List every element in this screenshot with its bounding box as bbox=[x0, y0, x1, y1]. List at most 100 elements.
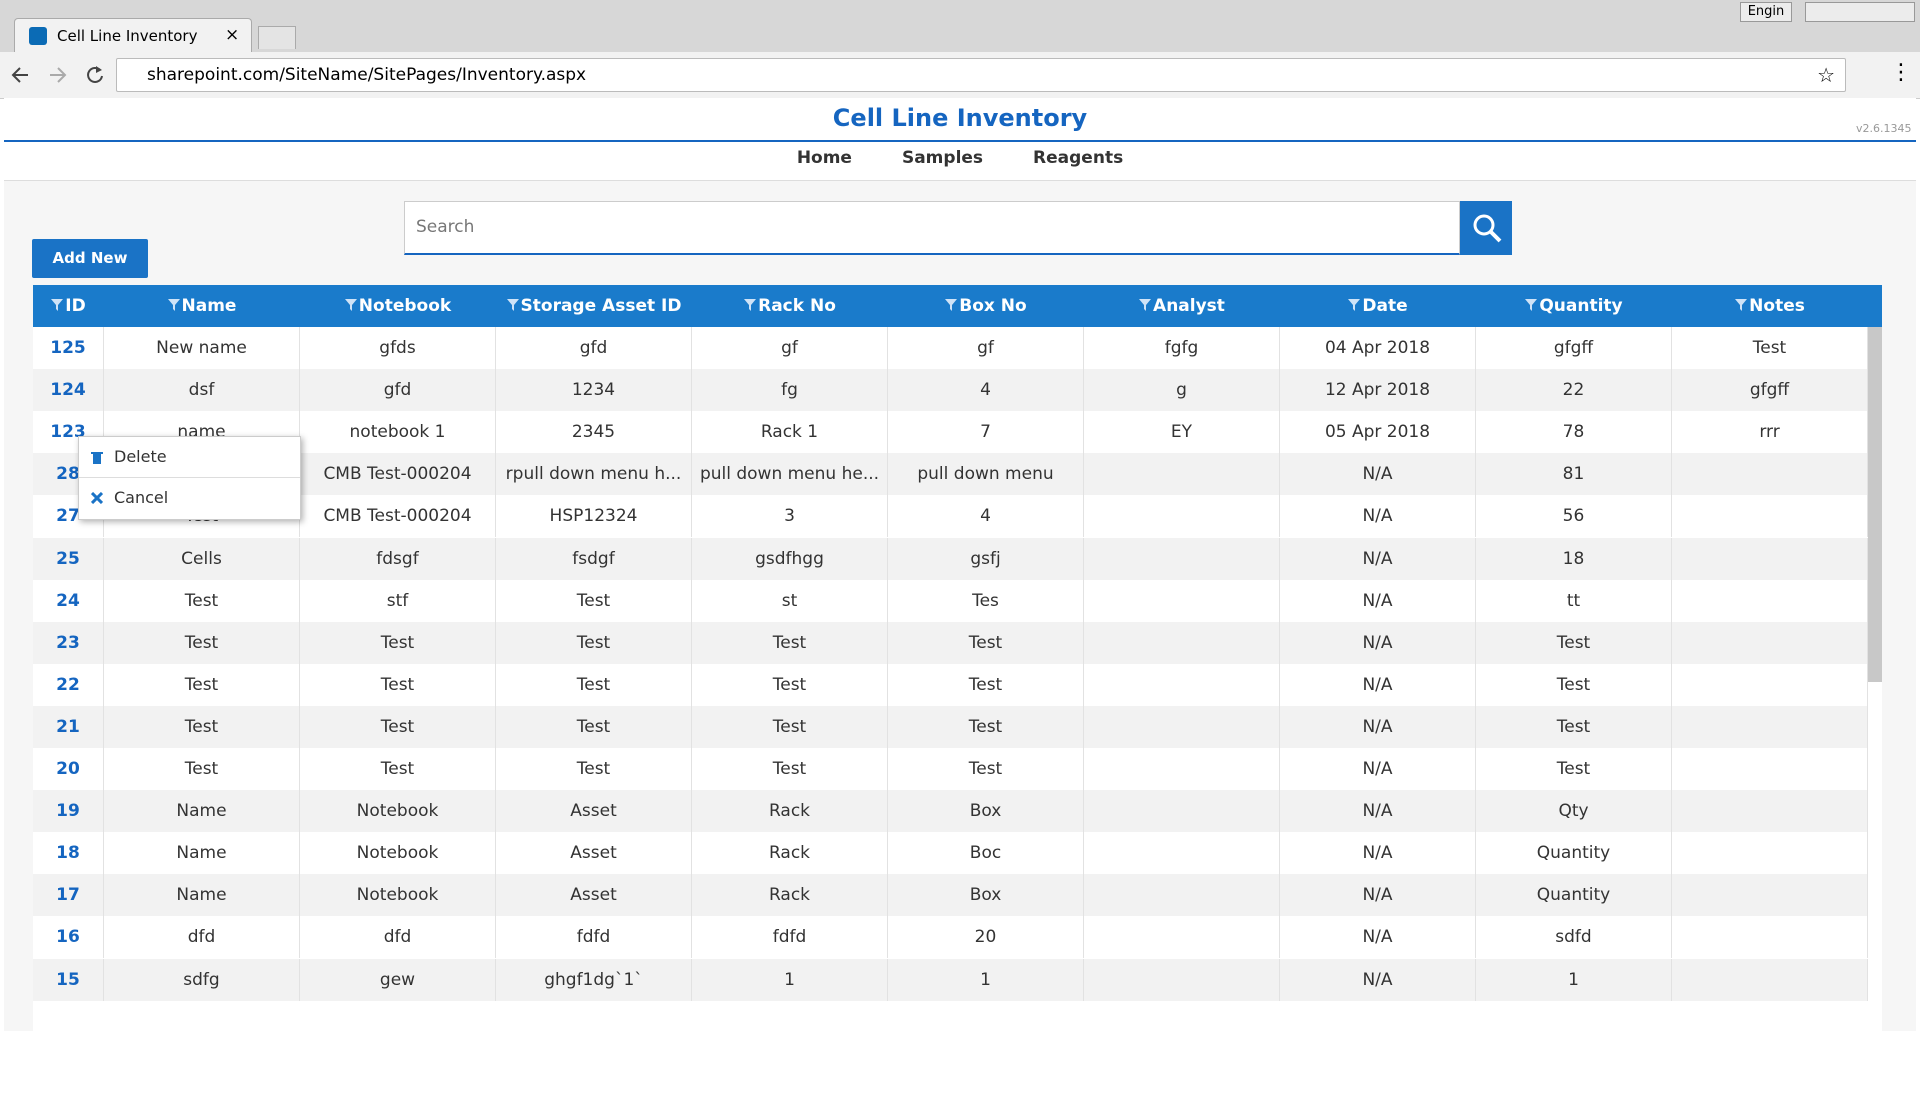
menu[interactable]: ⋮ bbox=[1890, 60, 1912, 85]
cell: tt bbox=[1476, 579, 1672, 622]
id-cell: 125 bbox=[33, 327, 104, 369]
cell: fdfd bbox=[496, 916, 692, 959]
table-row[interactable]: 125 New name gfds gfd gf gf fgfg 04 Apr 2018 gfg… bbox=[33, 327, 1868, 369]
cell bbox=[1084, 874, 1280, 917]
table-row[interactable]: 124 dsf gfd 1234 fg 4 g 12 Apr 2018 22 gfgff bbox=[33, 369, 1868, 412]
cell: Test bbox=[496, 663, 692, 706]
table-row[interactable]: 21 Test Test Test Test Test N/A Test bbox=[33, 705, 1868, 748]
filter-icon[interactable] bbox=[344, 298, 357, 311]
cell: Test bbox=[104, 579, 300, 622]
cell: ghgf1dg`1` bbox=[496, 958, 692, 1001]
add-new-button[interactable]: Add New bbox=[32, 239, 148, 278]
nav-link[interactable]: Reagents bbox=[1033, 148, 1124, 168]
column-header[interactable]: Name bbox=[104, 285, 300, 327]
column-header[interactable]: Rack No bbox=[692, 285, 888, 327]
cell: Test bbox=[496, 579, 692, 622]
cell: 04 Apr 2018 bbox=[1280, 327, 1476, 369]
cell bbox=[1672, 748, 1868, 790]
table-row[interactable]: 25 Cells fdsgf fsdgf gsdfhgg gsfj N/A 18 bbox=[33, 537, 1868, 580]
cell: Rack bbox=[692, 832, 888, 875]
cell: 18 bbox=[1476, 537, 1672, 580]
scrollbar[interactable] bbox=[1868, 327, 1882, 682]
cell: Rack 1 bbox=[692, 411, 888, 454]
table-row[interactable]: 17 Name Notebook Asset Rack Box N/A Quantity bbox=[33, 874, 1868, 917]
divider bbox=[4, 140, 1916, 142]
table-row[interactable]: 22 Test Test Test Test Test N/A Test bbox=[33, 663, 1868, 706]
menu-item-delete[interactable]: Delete bbox=[79, 437, 300, 478]
cell: Test bbox=[888, 621, 1084, 664]
bookmark-star[interactable]: ☆ bbox=[1817, 63, 1835, 87]
cell: N/A bbox=[1280, 579, 1476, 622]
column-header[interactable]: Notes bbox=[1672, 285, 1868, 327]
cell: fdfd bbox=[692, 916, 888, 959]
cell bbox=[1084, 916, 1280, 959]
cell bbox=[1084, 537, 1280, 580]
nav-buttons[interactable] bbox=[10, 62, 110, 88]
table-row[interactable]: 18 Name Notebook Asset Rack Boc N/A Quantity bbox=[33, 832, 1868, 875]
nav-link[interactable]: Samples bbox=[901, 148, 984, 168]
browser-tab[interactable]: Cell Line Inventory × bbox=[14, 18, 252, 53]
cell: sdfd bbox=[1476, 916, 1672, 959]
header-label: Rack No bbox=[758, 296, 836, 316]
filter-icon[interactable] bbox=[1348, 298, 1361, 311]
cell: gf bbox=[692, 327, 888, 369]
column-header[interactable]: Box No bbox=[888, 285, 1084, 327]
nav-link[interactable]: Home bbox=[796, 148, 852, 168]
menu-item-cancel[interactable]: Cancel bbox=[79, 478, 300, 518]
cell: 1 bbox=[692, 958, 888, 1001]
cell: notebook 1 bbox=[300, 411, 496, 454]
cell: Test bbox=[1476, 748, 1672, 790]
id-cell: 23 bbox=[33, 621, 104, 664]
cell: N/A bbox=[1280, 663, 1476, 706]
cell: pull down menu bbox=[888, 453, 1084, 496]
new-tab[interactable] bbox=[258, 26, 296, 49]
filter-icon[interactable] bbox=[744, 298, 757, 311]
filter-icon[interactable] bbox=[1139, 298, 1152, 311]
column-header[interactable]: Quantity bbox=[1476, 285, 1672, 327]
column-header[interactable]: Date bbox=[1280, 285, 1476, 327]
table-row[interactable]: 123 name notebook 1 2345 Rack 1 7 EY 05 Apr 201… bbox=[33, 411, 1868, 454]
table-row[interactable]: 24 Test stf Test st Tes N/A tt bbox=[33, 579, 1868, 622]
id-cell: 24 bbox=[33, 579, 104, 622]
search-box[interactable]: Search bbox=[404, 201, 1460, 255]
table-row[interactable]: 23 Test Test Test Test Test N/A Test bbox=[33, 621, 1868, 664]
menu-label: Delete bbox=[114, 447, 167, 466]
table-row[interactable]: 20 Test Test Test Test Test N/A Test bbox=[33, 748, 1868, 790]
cell bbox=[1672, 621, 1868, 664]
cell: Test bbox=[1476, 705, 1672, 748]
cell: Test bbox=[692, 705, 888, 748]
table-row[interactable]: 15 sdfg gew ghgf1dg`1` 1 1 N/A 1 bbox=[33, 958, 1868, 1001]
tab-bar: Cell Line Inventory × Engin bbox=[0, 0, 1920, 53]
cell: Test bbox=[496, 621, 692, 664]
cell: Box bbox=[888, 790, 1084, 833]
cell: gf bbox=[888, 327, 1084, 369]
window-controls[interactable] bbox=[1805, 2, 1915, 22]
filter-icon[interactable] bbox=[51, 298, 64, 311]
cell: 1 bbox=[1476, 958, 1672, 1001]
table-row[interactable]: 28 CMB Test-000204 rpull down menu h... pul… bbox=[33, 453, 1868, 496]
column-header[interactable]: Analyst bbox=[1084, 285, 1280, 327]
tab-close[interactable]: × bbox=[225, 25, 240, 45]
url-field[interactable]: sharepoint.com/SiteName/SitePages/Invent… bbox=[116, 58, 1846, 92]
page: Cell Line Inventory v2.6.1345 Home Sample… bbox=[4, 98, 1916, 1111]
filter-icon[interactable] bbox=[167, 298, 180, 311]
filter-icon[interactable] bbox=[1735, 298, 1748, 311]
filter-icon[interactable] bbox=[506, 298, 519, 311]
cell: rrr bbox=[1672, 411, 1868, 454]
cell bbox=[1084, 621, 1280, 664]
table-row[interactable]: 19 Name Notebook Asset Rack Box N/A Qty bbox=[33, 790, 1868, 833]
search-button[interactable] bbox=[1460, 201, 1512, 255]
cell: 05 Apr 2018 bbox=[1280, 411, 1476, 454]
id-cell: 25 bbox=[33, 537, 104, 580]
column-header[interactable]: Notebook bbox=[300, 285, 496, 327]
cell: Name bbox=[104, 790, 300, 833]
header-label: Analyst bbox=[1153, 296, 1225, 316]
header-label: ID bbox=[65, 296, 86, 316]
column-header[interactable]: Storage Asset ID bbox=[496, 285, 692, 327]
filter-icon[interactable] bbox=[945, 298, 958, 311]
id-cell: 19 bbox=[33, 790, 104, 833]
column-header[interactable]: ID bbox=[33, 285, 104, 327]
table-row[interactable]: 16 dfd dfd fdfd fdfd 20 N/A sdfd bbox=[33, 916, 1868, 959]
filter-icon[interactable] bbox=[1525, 298, 1538, 311]
